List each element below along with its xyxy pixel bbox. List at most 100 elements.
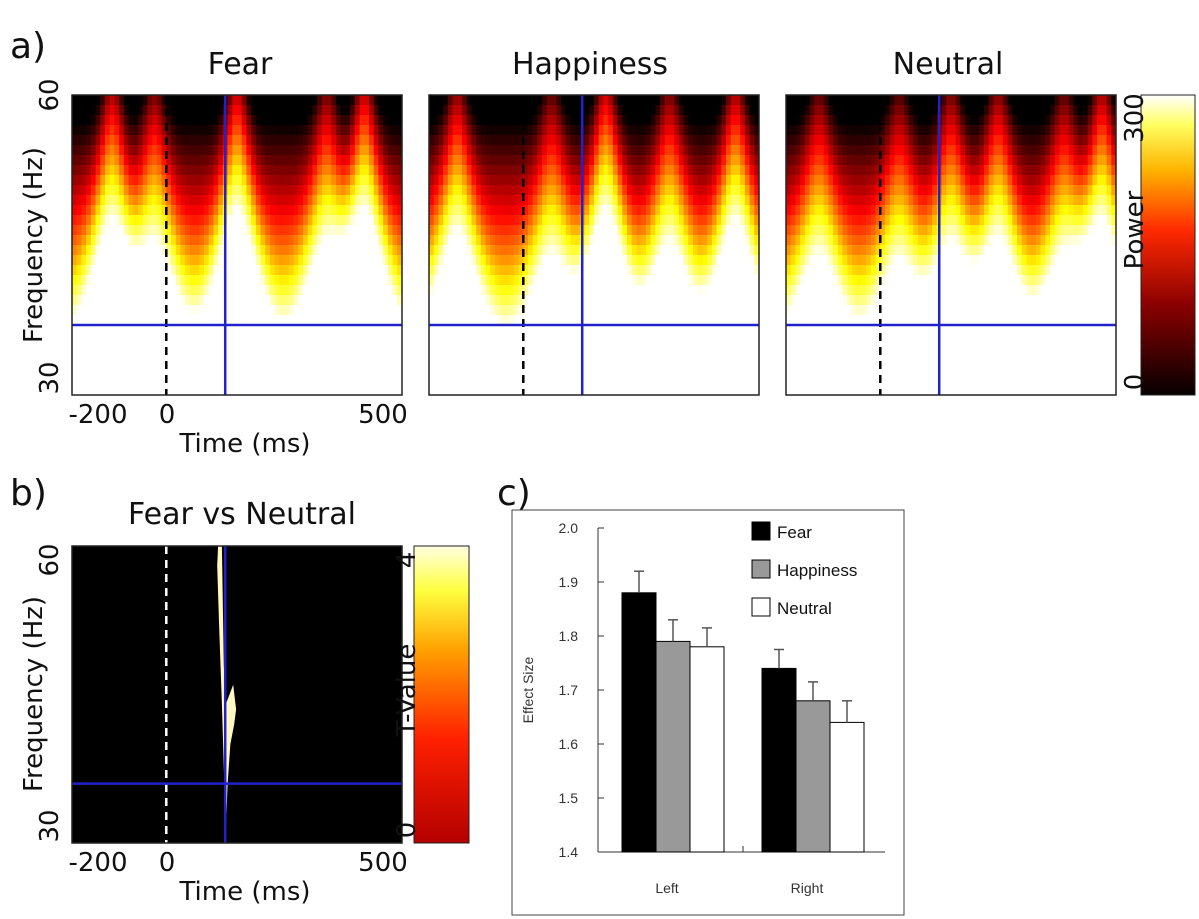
- heatmap-cell: [641, 165, 647, 176]
- heatmap-cell: [321, 355, 328, 366]
- heatmap-cell: [1087, 165, 1094, 176]
- heatmap-cell: [688, 315, 694, 326]
- heatmap-cell: [364, 315, 370, 326]
- heatmap-cell: [603, 195, 609, 206]
- heatmap-cell: [142, 95, 149, 106]
- heatmap-cell: [636, 215, 642, 226]
- heatmap-cell: [387, 155, 394, 166]
- heatmap-cell: [664, 225, 671, 236]
- heatmap-cell: [232, 115, 238, 126]
- heatmap-cell: [161, 145, 167, 156]
- heatmap-cell: [350, 315, 356, 326]
- heatmap-cell: [86, 145, 92, 156]
- heatmap-cell: [378, 285, 384, 296]
- heatmap-cell: [1064, 155, 1070, 166]
- heatmap-cell: [194, 275, 200, 286]
- heatmap-cell: [194, 155, 200, 166]
- heatmap-cell: [598, 355, 605, 366]
- heatmap-cell: [133, 285, 139, 296]
- heatmap-cell: [81, 385, 87, 395]
- heatmap-cell: [617, 105, 623, 116]
- heatmap-cell: [76, 115, 83, 126]
- heatmap-cell: [575, 115, 581, 126]
- heatmap-cell: [908, 95, 914, 106]
- heatmap-cell: [575, 165, 581, 176]
- heatmap-cell: [255, 305, 262, 316]
- heatmap-cell: [754, 215, 759, 226]
- heatmap-cell: [655, 185, 661, 196]
- heatmap-cell: [655, 315, 661, 326]
- heatmap-cell: [208, 365, 215, 376]
- heatmap-cell: [359, 265, 365, 276]
- heatmap-cell: [617, 235, 623, 246]
- heatmap-cell: [76, 205, 83, 216]
- heatmap-cell: [303, 245, 309, 256]
- heatmap-cell: [373, 295, 380, 306]
- heatmap-cell: [255, 275, 262, 286]
- heatmap-cell: [946, 95, 952, 106]
- heatmap-cell: [480, 195, 487, 206]
- heatmap-cell: [123, 255, 130, 266]
- heatmap-cell: [842, 195, 848, 206]
- heatmap-cell: [199, 335, 205, 346]
- heatmap-cell: [218, 245, 224, 256]
- heatmap-cell: [438, 255, 444, 266]
- heatmap-cell: [537, 105, 543, 116]
- heatmap-cell: [204, 195, 210, 206]
- heatmap-cell: [90, 365, 97, 376]
- heatmap-cell: [645, 335, 652, 346]
- heatmap-cell: [438, 105, 444, 116]
- heatmap-cell: [364, 385, 370, 395]
- heatmap-cell: [749, 265, 755, 276]
- heatmap-cell: [274, 115, 281, 126]
- heatmap-cell: [674, 355, 680, 366]
- heatmap-cell: [674, 315, 680, 326]
- heatmap-cell: [740, 325, 746, 336]
- heatmap-cell: [1026, 155, 1032, 166]
- heatmap-cell: [326, 325, 332, 336]
- heatmap-cell: [350, 145, 356, 156]
- heatmap-cell: [542, 305, 548, 316]
- heatmap-cell: [161, 205, 167, 216]
- heatmap-cell: [147, 195, 153, 206]
- heatmap-cell: [466, 335, 473, 346]
- heatmap-cell: [969, 115, 976, 126]
- heatmap-cell: [1101, 165, 1108, 176]
- heatmap-cell: [870, 145, 877, 156]
- heatmap-cell: [561, 265, 567, 276]
- heatmap-cell: [528, 235, 534, 246]
- heatmap-cell: [631, 165, 638, 176]
- heatmap-cell: [594, 305, 600, 316]
- heatmap-cell: [438, 305, 444, 316]
- heatmap-cell: [669, 195, 675, 206]
- heatmap-cell: [255, 165, 262, 176]
- heatmap-cell: [433, 385, 440, 395]
- heatmap-cell: [72, 145, 78, 156]
- heatmap-cell: [683, 285, 689, 296]
- heatmap-cell: [523, 95, 529, 106]
- heatmap-cell: [288, 345, 295, 356]
- heatmap-cell: [561, 355, 567, 366]
- heatmap-cell: [246, 105, 252, 116]
- heatmap-cell: [326, 175, 332, 186]
- heatmap-cell: [156, 175, 163, 186]
- heatmap-cell: [81, 115, 87, 126]
- heatmap-cell: [476, 235, 482, 246]
- heatmap-cell: [570, 345, 576, 356]
- heatmap-cell: [462, 315, 468, 326]
- heatmap-cell: [1040, 105, 1046, 116]
- heatmap-cell: [166, 215, 172, 226]
- heatmap-cell: [800, 135, 806, 146]
- heatmap-cell: [429, 345, 435, 356]
- heatmap-cell: [678, 345, 685, 356]
- heatmap-cell: [697, 245, 704, 256]
- heatmap-cell: [288, 225, 295, 236]
- heatmap-cell: [303, 155, 309, 166]
- heatmap-cell: [941, 105, 947, 116]
- heatmap-cell: [152, 355, 158, 366]
- heatmap-cell: [462, 375, 468, 386]
- heatmap-cell: [265, 135, 271, 146]
- heatmap-cell: [641, 285, 647, 296]
- heatmap-cell: [721, 95, 727, 106]
- heatmap-cell: [627, 375, 633, 386]
